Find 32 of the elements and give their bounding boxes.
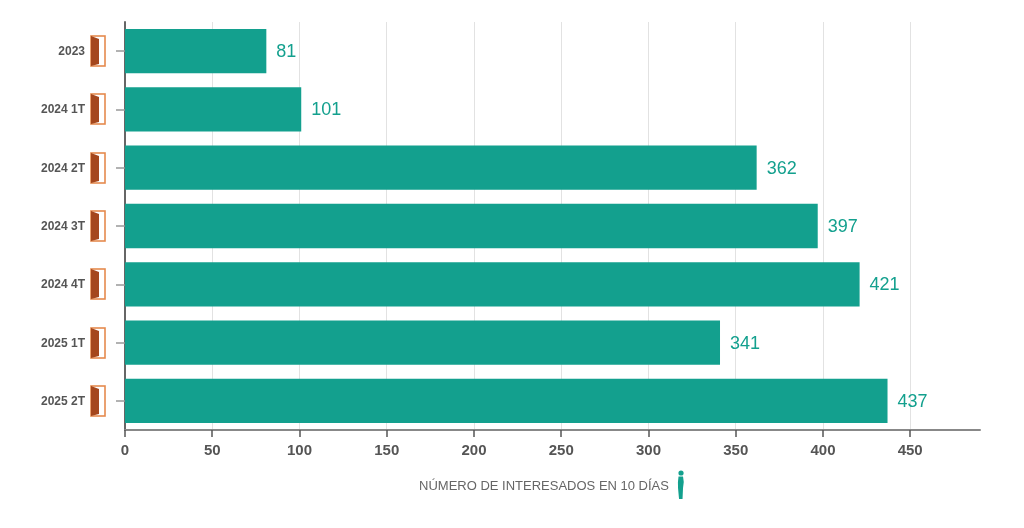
data-label: 362 (766, 157, 797, 178)
bar (125, 203, 818, 249)
bar (125, 262, 860, 307)
y-tick-label: 2024 1T (40, 102, 86, 117)
x-tick-label: 450 (897, 441, 923, 458)
data-label: 437 (897, 390, 928, 411)
data-label: 421 (869, 274, 900, 295)
y-tick-label: 2025 1T (40, 335, 86, 350)
data-label: 341 (730, 332, 761, 353)
x-axis-title: NÚMERO DE INTERESADOS EN 10 DÍAS (419, 477, 669, 493)
y-tick-label: 2024 2T (40, 160, 86, 175)
x-tick-label: 300 (635, 441, 661, 458)
x-tick-label: 50 (203, 441, 221, 458)
bar (125, 87, 302, 132)
x-tick-label: 0 (120, 441, 130, 458)
x-tick-label: 200 (461, 441, 487, 458)
bar (125, 320, 721, 365)
data-label: 101 (311, 99, 342, 120)
x-tick-label: 100 (286, 441, 313, 458)
x-tick-label: 250 (548, 441, 574, 458)
y-tick-label: 2024 3T (40, 219, 86, 233)
y-tick-label: 2023 (58, 44, 86, 59)
x-tick-label: 150 (374, 441, 400, 458)
y-tick-label: 2024 4T (40, 277, 86, 292)
y-tick-label: 2025 2T (40, 393, 86, 408)
x-tick-label: 350 (723, 441, 749, 458)
bar (125, 378, 888, 424)
bar (125, 145, 757, 190)
x-tick-label: 400 (810, 441, 836, 458)
bar (125, 28, 267, 74)
data-label: 81 (276, 41, 297, 62)
data-label: 397 (827, 216, 858, 236)
